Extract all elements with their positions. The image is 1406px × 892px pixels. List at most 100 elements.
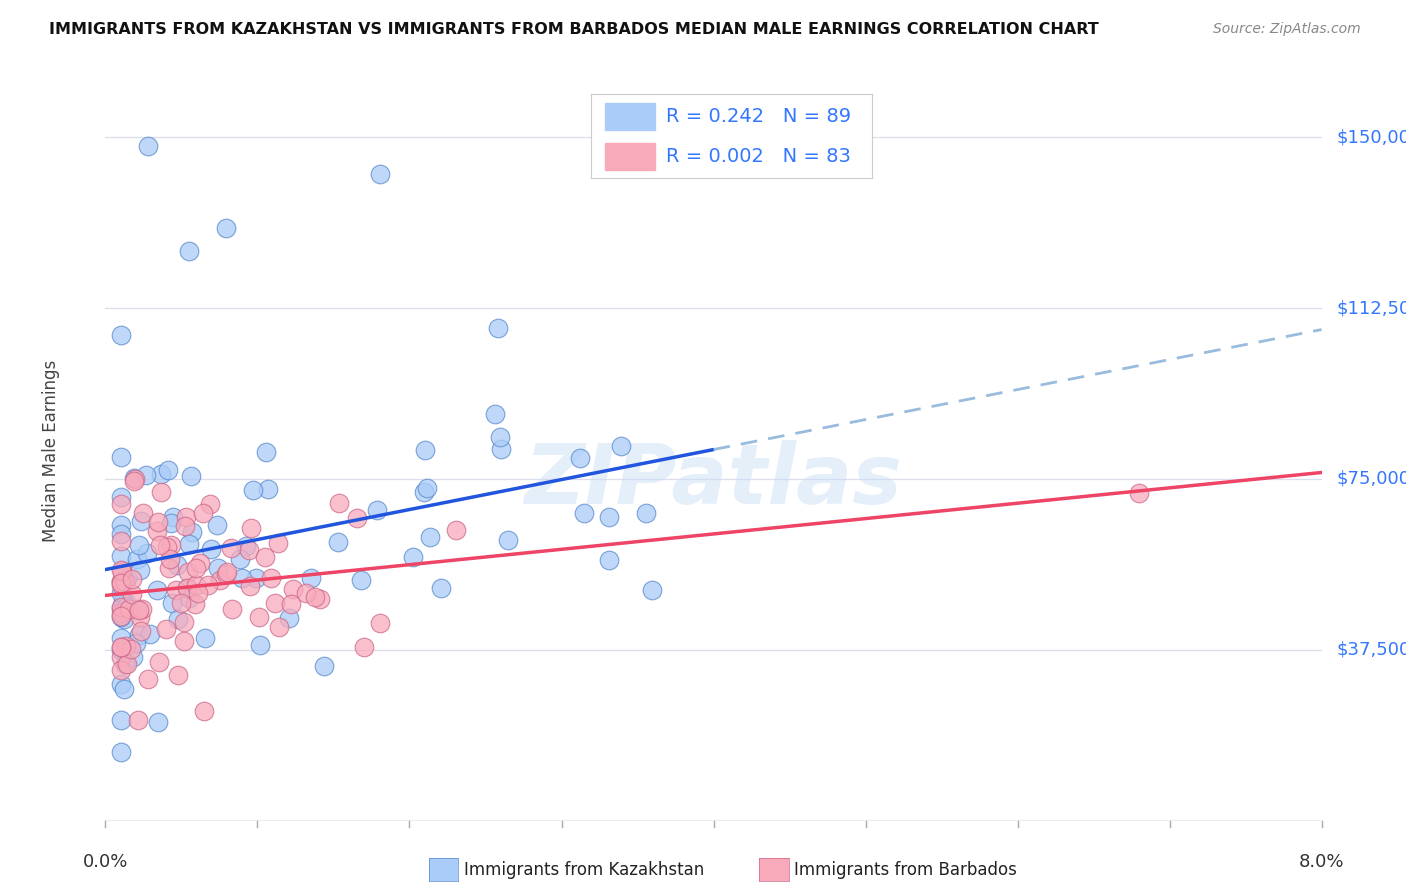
- Point: [112, 682, 135, 697]
- Point: [149, 538, 172, 552]
- Point: [247, 609, 270, 624]
- Point: [281, 582, 304, 596]
- Point: [368, 616, 391, 631]
- Point: [131, 514, 153, 528]
- Text: ZIPatlas: ZIPatlas: [524, 440, 903, 521]
- Point: [114, 575, 136, 590]
- Point: [110, 450, 132, 464]
- Point: [136, 546, 159, 560]
- Point: [569, 450, 592, 465]
- Point: [110, 609, 132, 624]
- Point: [110, 518, 132, 533]
- Point: [207, 517, 229, 532]
- Point: [110, 640, 132, 655]
- Point: [128, 628, 150, 642]
- Point: [1128, 485, 1150, 500]
- Point: [193, 632, 215, 646]
- Point: [157, 561, 180, 575]
- Point: [149, 485, 172, 500]
- Point: [179, 591, 201, 605]
- Point: [110, 328, 132, 343]
- Point: [328, 496, 350, 510]
- Text: Median Male Earnings: Median Male Earnings: [42, 359, 59, 541]
- Point: [110, 649, 132, 664]
- Point: [353, 640, 375, 655]
- Point: [267, 536, 290, 550]
- Point: [156, 463, 179, 477]
- Point: [124, 635, 146, 649]
- Point: [125, 552, 148, 566]
- Point: [489, 430, 512, 444]
- Text: R = 0.242   N = 89: R = 0.242 N = 89: [666, 107, 852, 126]
- Point: [572, 506, 595, 520]
- Point: [174, 519, 197, 533]
- Point: [110, 600, 132, 615]
- Point: [115, 639, 138, 653]
- Point: [180, 468, 202, 483]
- Point: [148, 515, 170, 529]
- Point: [121, 572, 143, 586]
- Point: [110, 497, 132, 511]
- Point: [110, 533, 132, 548]
- Text: Immigrants from Kazakhstan: Immigrants from Kazakhstan: [464, 861, 704, 879]
- Point: [180, 524, 202, 539]
- Point: [245, 571, 267, 585]
- Point: [110, 663, 132, 677]
- Point: [263, 597, 285, 611]
- Point: [112, 612, 135, 626]
- Point: [160, 538, 183, 552]
- Point: [124, 475, 146, 489]
- Point: [177, 244, 200, 259]
- Point: [120, 641, 142, 656]
- Text: IMMIGRANTS FROM KAZAKHSTAN VS IMMIGRANTS FROM BARBADOS MEDIAN MALE EARNINGS CORR: IMMIGRANTS FROM KAZAKHSTAN VS IMMIGRANTS…: [49, 22, 1099, 37]
- Point: [146, 582, 169, 597]
- Point: [114, 596, 136, 610]
- Text: $150,000: $150,000: [1337, 128, 1406, 146]
- Point: [419, 530, 441, 544]
- Point: [110, 577, 132, 591]
- Text: $112,500: $112,500: [1337, 299, 1406, 317]
- Point: [110, 745, 132, 759]
- Point: [346, 511, 368, 525]
- Point: [110, 631, 132, 645]
- Point: [177, 537, 200, 551]
- Point: [128, 563, 150, 577]
- Point: [366, 502, 388, 516]
- Text: 0.0%: 0.0%: [83, 853, 128, 871]
- Point: [135, 468, 157, 483]
- Point: [173, 615, 195, 629]
- Point: [131, 602, 153, 616]
- Point: [148, 655, 170, 669]
- Point: [110, 575, 132, 590]
- Point: [121, 650, 143, 665]
- Point: [162, 510, 184, 524]
- Point: [114, 657, 136, 671]
- Point: [112, 573, 135, 587]
- Point: [413, 443, 436, 458]
- Point: [121, 587, 143, 601]
- Point: [176, 581, 198, 595]
- Point: [239, 578, 262, 592]
- Text: Immigrants from Barbados: Immigrants from Barbados: [794, 861, 1018, 879]
- Point: [209, 573, 232, 587]
- Point: [350, 573, 373, 587]
- Point: [110, 677, 132, 691]
- Point: [416, 481, 439, 495]
- Point: [128, 538, 150, 552]
- Point: [110, 586, 132, 600]
- Point: [484, 407, 506, 421]
- Point: [200, 542, 222, 557]
- Point: [257, 482, 280, 496]
- Point: [184, 578, 207, 592]
- Point: [314, 659, 336, 673]
- Text: $75,000: $75,000: [1337, 470, 1406, 488]
- Point: [176, 581, 198, 595]
- Point: [110, 526, 132, 541]
- Point: [170, 596, 193, 610]
- Point: [294, 586, 316, 600]
- Point: [110, 575, 132, 590]
- Point: [254, 445, 277, 459]
- Point: [253, 549, 276, 564]
- Point: [159, 551, 181, 566]
- Point: [115, 657, 138, 672]
